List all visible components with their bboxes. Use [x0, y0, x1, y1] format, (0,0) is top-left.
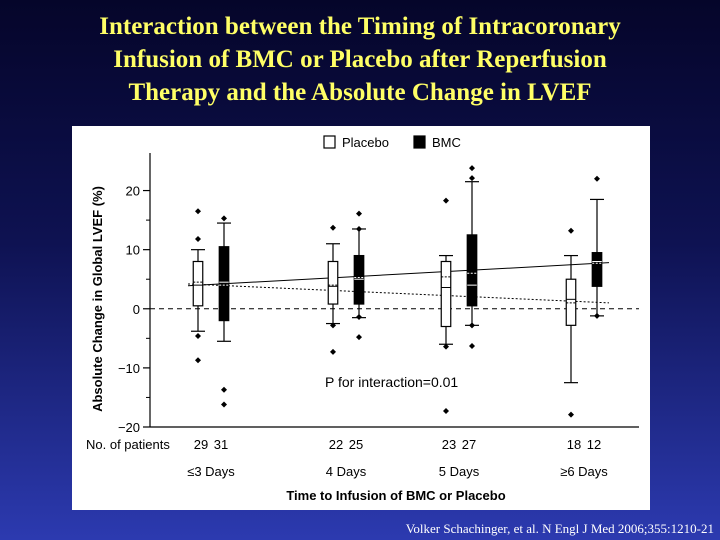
- bmc-box-3: [591, 252, 603, 287]
- bmc-outlier-3-1: [594, 312, 600, 319]
- trend-line-bmc: [187, 262, 610, 287]
- placebo-count-2: 23: [442, 437, 456, 452]
- placebo-outlier-0-0: [195, 208, 201, 215]
- y-tick-label-4: 20: [126, 184, 140, 199]
- bmc-outlier-1-2: [356, 314, 362, 321]
- bmc-outlier-2-3: [469, 343, 475, 350]
- bmc-box-2: [466, 234, 478, 307]
- placebo-outlier-0-2: [195, 332, 201, 339]
- placebo-box-0: [192, 260, 204, 307]
- legend-label-placebo: Placebo: [342, 135, 389, 150]
- bmc-outlier-0-2: [221, 401, 227, 408]
- bmc-outlier-0-0: [221, 215, 227, 222]
- title-line-3: Therapy and the Absolute Change in LVEF: [128, 79, 592, 106]
- labels-layer: 29 22 23 18 31 25 27 12 ≤3 Days 4 Days 5 Days ≥6 Da…: [86, 135, 608, 503]
- placebo-box-3: [565, 278, 577, 326]
- bmc-count-1: 25: [349, 437, 363, 452]
- patients-label: No. of patients: [86, 437, 170, 452]
- placebo-outlier-0-1: [195, 236, 201, 243]
- y-axis-title: Absolute Change in Global LVEF (%): [90, 186, 105, 412]
- title-line-2: Infusion of BMC or Placebo after Reperfu…: [113, 46, 607, 73]
- bmc-box-0: [218, 246, 230, 322]
- x-axis-title: Time to Infusion of BMC or Placebo: [286, 488, 505, 503]
- bmc-outlier-1-0: [356, 210, 362, 217]
- box-plot-chart: −20 −10 0 10 20 Absolute Change in Global LVE…: [86, 135, 639, 503]
- y-tick-label-1: −10: [118, 361, 140, 376]
- legend-swatch-bmc: [413, 135, 426, 149]
- chart-panel: −20 −10 0 10 20 Absolute Change in Global LVE…: [72, 126, 650, 510]
- axis-layer: −20 −10 0 10 20 Absolute Change in Global LVE…: [90, 153, 639, 435]
- y-tick-label-3: 10: [126, 243, 140, 258]
- placebo-count-1: 22: [329, 437, 343, 452]
- placebo-outlier-2-1: [443, 343, 449, 350]
- bmc-count-0: 31: [214, 437, 228, 452]
- category-label-3: ≥6 Days: [560, 464, 608, 479]
- placebo-outlier-0-3: [195, 357, 201, 364]
- trend-line-placebo: [187, 283, 610, 304]
- y-tick-label-2: 0: [133, 302, 140, 317]
- bmc-outlier-1-1: [356, 225, 362, 232]
- bmc-box-1: [353, 254, 365, 305]
- placebo-outlier-1-1: [330, 322, 336, 329]
- bmc-outlier-3-0: [594, 175, 600, 182]
- bmc-outlier-2-2: [469, 322, 475, 329]
- boxes-layer: [191, 165, 604, 418]
- placebo-outlier-1-0: [330, 224, 336, 231]
- placebo-outlier-3-0: [568, 227, 574, 234]
- bmc-outlier-0-1: [221, 386, 227, 393]
- placebo-count-0: 29: [194, 437, 208, 452]
- bmc-outlier-2-1: [469, 175, 475, 182]
- bmc-outlier-1-3: [356, 334, 362, 341]
- placebo-outlier-2-2: [443, 408, 449, 415]
- trend-layer: [187, 262, 610, 304]
- legend-swatch-placebo: [323, 135, 336, 149]
- placebo-box-2: [440, 260, 452, 328]
- placebo-outlier-1-2: [330, 348, 336, 355]
- interaction-annotation: P for interaction=0.01: [325, 374, 458, 390]
- placebo-outlier-3-1: [568, 411, 574, 418]
- category-label-0: ≤3 Days: [187, 464, 235, 479]
- category-label-2: 5 Days: [439, 464, 480, 479]
- title-line-1: Interaction between the Timing of Intrac…: [99, 13, 621, 40]
- legend-label-bmc: BMC: [432, 135, 461, 150]
- placebo-box-1: [327, 260, 339, 305]
- bmc-outlier-2-0: [469, 165, 475, 172]
- category-label-1: 4 Days: [326, 464, 367, 479]
- slide-title: Interaction between the Timing of Intrac…: [0, 10, 720, 109]
- placebo-outlier-2-0: [443, 197, 449, 204]
- placebo-count-3: 18: [567, 437, 581, 452]
- y-tick-label-0: −20: [118, 420, 140, 435]
- citation: Volker Schachinger, et al. N Engl J Med …: [405, 521, 714, 536]
- bmc-count-2: 27: [462, 437, 476, 452]
- bmc-count-3: 12: [587, 437, 601, 452]
